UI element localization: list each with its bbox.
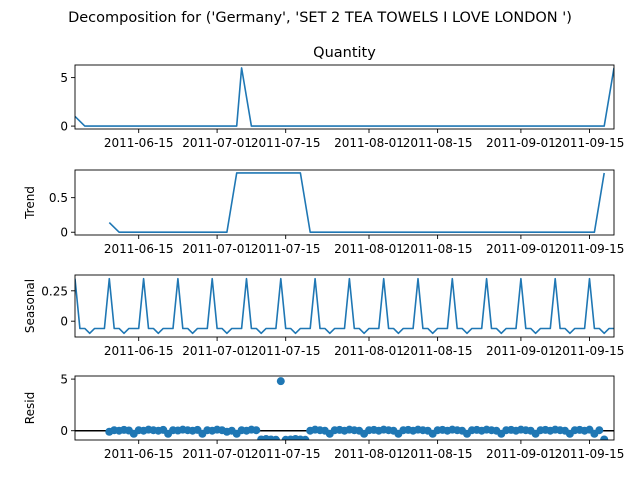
- y-tick-label: 0.5: [49, 191, 68, 205]
- x-tick-label: 2011-09-15: [555, 136, 625, 150]
- y-tick-label: 0: [60, 120, 68, 134]
- plot-area: [75, 277, 614, 335]
- x-tick-label: 2011-08-15: [403, 242, 473, 256]
- x-tick-label: 2011-07-15: [251, 344, 321, 358]
- residual-point: [276, 377, 285, 386]
- x-tick-label: 2011-06-15: [104, 242, 174, 256]
- panel-1: Quantity 0 5 2011-06-15 2011-07-012011-07-15…: [60, 45, 624, 150]
- x-tick-label: 2011-08-01: [334, 136, 404, 150]
- y-axis-label: Resid: [23, 392, 37, 424]
- x-tick-label: 2011-08-01: [334, 447, 404, 461]
- x-tick-label: 2011-09-01: [486, 242, 556, 256]
- y-tick-label: 0: [60, 315, 68, 329]
- x-tick-label: 2011-09-01: [486, 447, 556, 461]
- series-line: [108, 172, 605, 234]
- y-tick-label: 0: [60, 424, 68, 438]
- series-line: [75, 67, 614, 127]
- x-tick-label: 2011-09-15: [555, 447, 625, 461]
- y-tick-label: 0: [60, 226, 68, 240]
- x-tick-label: 2011-09-01: [486, 344, 556, 358]
- x-tick-label: 2011-07-15: [251, 242, 321, 256]
- plot-area: [108, 172, 605, 234]
- x-tick-label: 2011-07-15: [251, 447, 321, 461]
- y-tick-label: 5: [60, 71, 68, 85]
- x-tick-label: 2011-07-01: [182, 136, 252, 150]
- plot-area: [75, 67, 614, 127]
- residual-point: [595, 426, 604, 435]
- x-tick-label: 2011-07-01: [182, 242, 252, 256]
- axes-frame: [74, 375, 615, 441]
- x-tick-label: 2011-08-15: [403, 136, 473, 150]
- x-tick-label: 2011-06-15: [104, 447, 174, 461]
- x-tick-label: 2011-07-01: [182, 447, 252, 461]
- residual-point: [301, 435, 310, 440]
- x-tick-label: 2011-09-15: [555, 344, 625, 358]
- x-tick-label: 2011-08-15: [403, 344, 473, 358]
- x-tick-label: 2011-06-15: [104, 344, 174, 358]
- panel-title: Quantity: [313, 45, 376, 61]
- x-tick-label: 2011-08-01: [334, 344, 404, 358]
- series-line: [75, 277, 614, 335]
- plot-area: [75, 377, 614, 440]
- x-tick-label: 2011-08-15: [403, 447, 473, 461]
- panel-3: Seasonal 0 0.25 2011-06-15 2011-07-012011-07…: [23, 274, 625, 358]
- axes-frame: [74, 64, 615, 130]
- y-tick-label: 0.25: [41, 284, 68, 298]
- y-axis-label: Seasonal: [23, 279, 37, 333]
- residual-point: [252, 426, 261, 435]
- figure-title: Decomposition for ('Germany', 'SET 2 TEA…: [68, 10, 572, 26]
- x-tick-label: 2011-06-15: [104, 136, 174, 150]
- x-tick-label: 2011-09-01: [486, 136, 556, 150]
- x-tick-label: 2011-09-15: [555, 242, 625, 256]
- x-tick-label: 2011-07-15: [251, 136, 321, 150]
- axes-frame: [74, 169, 615, 236]
- y-tick-label: 5: [60, 373, 68, 387]
- residual-point: [600, 435, 609, 440]
- axes-frame: [74, 274, 615, 338]
- y-axis-label: Trend: [23, 186, 37, 220]
- residual-point: [271, 435, 280, 440]
- x-tick-label: 2011-08-01: [334, 242, 404, 256]
- x-tick-label: 2011-07-01: [182, 344, 252, 358]
